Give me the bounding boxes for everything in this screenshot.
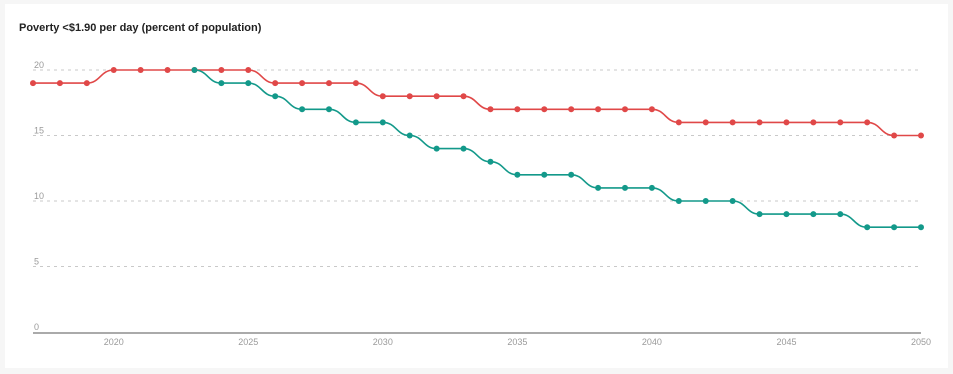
y-tick-label: 5 — [34, 257, 39, 267]
series-2-point[interactable] — [406, 132, 413, 139]
series-2-point[interactable] — [837, 211, 844, 218]
x-axis-ticks: 2020 2025 2030 2035 2040 2045 2050 — [104, 337, 931, 347]
series-line-1 — [32, 69, 921, 137]
series-2-point[interactable] — [864, 224, 871, 231]
series-2-point[interactable] — [648, 184, 655, 191]
series-1-point[interactable] — [164, 67, 171, 73]
series-2-point[interactable] — [568, 171, 575, 178]
series-2-point[interactable] — [729, 198, 736, 204]
series-1-point[interactable] — [379, 93, 386, 100]
series-2-point[interactable] — [756, 211, 763, 218]
series-2-point[interactable] — [326, 106, 332, 113]
series-points — [30, 67, 924, 231]
y-tick-label: 0 — [34, 322, 39, 332]
series-2-point[interactable] — [918, 224, 924, 231]
series-1-point[interactable] — [245, 67, 252, 73]
x-tick-label: 2040 — [642, 337, 662, 347]
series-1-point[interactable] — [702, 119, 709, 126]
series-1-point[interactable] — [729, 119, 736, 126]
x-tick-label: 2020 — [104, 337, 124, 347]
series-1-point[interactable] — [648, 106, 655, 113]
x-tick-label: 2045 — [776, 337, 796, 347]
series-2-point[interactable] — [810, 211, 817, 218]
y-tick-label: 10 — [34, 191, 44, 201]
series-2-point[interactable] — [299, 106, 306, 113]
series-2-point[interactable] — [487, 158, 494, 165]
y-tick-label: 20 — [34, 60, 44, 70]
series-1-point[interactable] — [810, 119, 817, 126]
series-1-point[interactable] — [326, 80, 332, 87]
series-1-point[interactable] — [622, 106, 628, 113]
series-1-point[interactable] — [352, 80, 359, 87]
series-1-point[interactable] — [864, 119, 871, 126]
series-1-point[interactable] — [272, 80, 279, 87]
series-2-point[interactable] — [595, 184, 602, 191]
series-2-point[interactable] — [272, 93, 279, 100]
series-2-point[interactable] — [541, 171, 548, 178]
series-2-point[interactable] — [675, 198, 682, 204]
x-tick-label: 2025 — [238, 337, 258, 347]
series-1-point[interactable] — [783, 119, 790, 126]
chart-card: Poverty <$1.90 per day (percent of popul… — [5, 4, 948, 368]
series-2-point[interactable] — [218, 80, 225, 87]
series-1-point[interactable] — [756, 119, 763, 126]
series-2-point[interactable] — [783, 211, 790, 218]
series-1-point[interactable] — [218, 67, 225, 73]
series-2-point[interactable] — [379, 119, 386, 126]
y-tick-label: 15 — [34, 126, 44, 136]
series-2-point[interactable] — [352, 119, 359, 126]
series-1-point[interactable] — [433, 93, 440, 100]
series-1-point[interactable] — [137, 67, 144, 73]
series-2-point[interactable] — [514, 171, 521, 178]
x-tick-label: 2030 — [373, 337, 393, 347]
series-1-point[interactable] — [918, 132, 924, 139]
series-1-point[interactable] — [891, 132, 898, 139]
series-2-point[interactable] — [191, 67, 198, 73]
series-1-point[interactable] — [56, 80, 63, 87]
series-2-point[interactable] — [433, 145, 440, 152]
series-1-point[interactable] — [460, 93, 467, 100]
series-1-point[interactable] — [568, 106, 575, 113]
x-tick-label: 2035 — [507, 337, 527, 347]
grid-lines — [33, 69, 921, 267]
series-1-point[interactable] — [837, 119, 844, 126]
series-2-point[interactable] — [702, 198, 709, 204]
series-2-point[interactable] — [245, 80, 252, 87]
series-2-point[interactable] — [460, 145, 467, 152]
series-1-point[interactable] — [487, 106, 494, 113]
x-tick-label: 2050 — [911, 337, 931, 347]
series-1-point[interactable] — [30, 80, 36, 87]
series-1-point[interactable] — [110, 67, 117, 73]
series-1-point[interactable] — [514, 106, 521, 113]
series-1-point[interactable] — [595, 106, 602, 113]
series-1-point[interactable] — [299, 80, 306, 87]
series-2-point[interactable] — [891, 224, 898, 231]
series-1-point[interactable] — [675, 119, 682, 126]
chart-title: Poverty <$1.90 per day (percent of popul… — [19, 22, 262, 34]
series-1-point[interactable] — [83, 80, 90, 87]
series-line-2 — [194, 69, 922, 229]
series-lines — [32, 69, 922, 229]
y-axis-ticks: 0 5 10 15 20 — [34, 60, 44, 332]
series-1-point[interactable] — [406, 93, 413, 100]
series-2-point[interactable] — [622, 184, 628, 191]
series-1-point[interactable] — [541, 106, 548, 113]
